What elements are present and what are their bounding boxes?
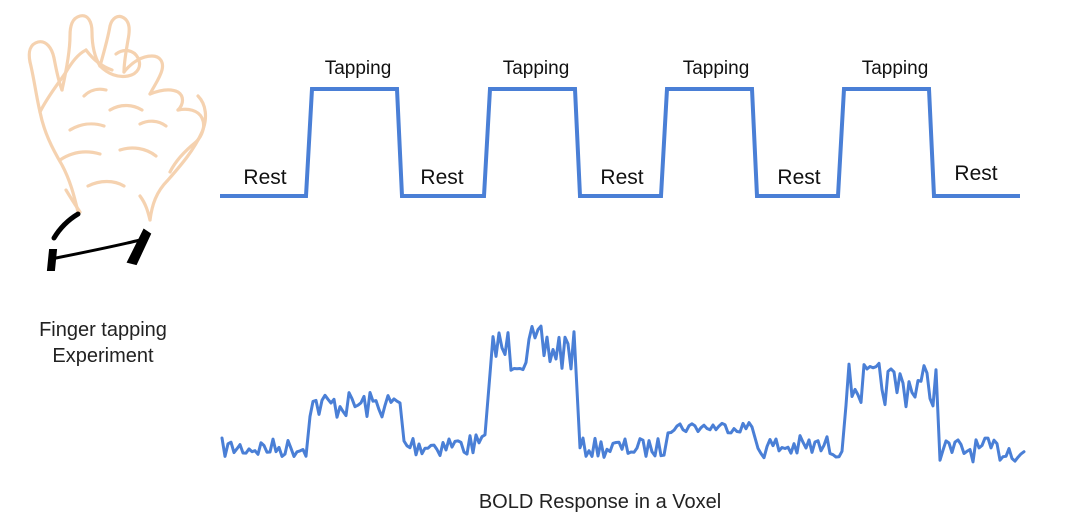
stimulus-label-rest-2: Rest — [420, 166, 463, 189]
stimulus-label-rest-5: Rest — [954, 162, 997, 185]
stimulus-label-rest-4: Rest — [777, 166, 820, 189]
hand-caption-line1: Finger tapping — [39, 319, 167, 341]
stimulus-label-tapping-1: Tapping — [325, 58, 392, 79]
stimulus-label-tapping-4: Tapping — [862, 58, 929, 79]
bold-response-trace — [220, 324, 1026, 464]
stimulus-label-tapping-2: Tapping — [503, 58, 570, 79]
bold-response-caption: BOLD Response in a Voxel — [479, 491, 721, 513]
stimulus-label-rest-1: Rest — [243, 166, 286, 189]
stimulus-label-rest-3: Rest — [600, 166, 643, 189]
stimulus-label-tapping-3: Tapping — [683, 58, 750, 79]
stimulus-boxcar-waveform — [220, 87, 1020, 198]
hand-ok-gesture-icon — [27, 14, 208, 222]
wristband-icon — [46, 211, 152, 271]
hand-caption-line2: Experiment — [52, 345, 154, 367]
